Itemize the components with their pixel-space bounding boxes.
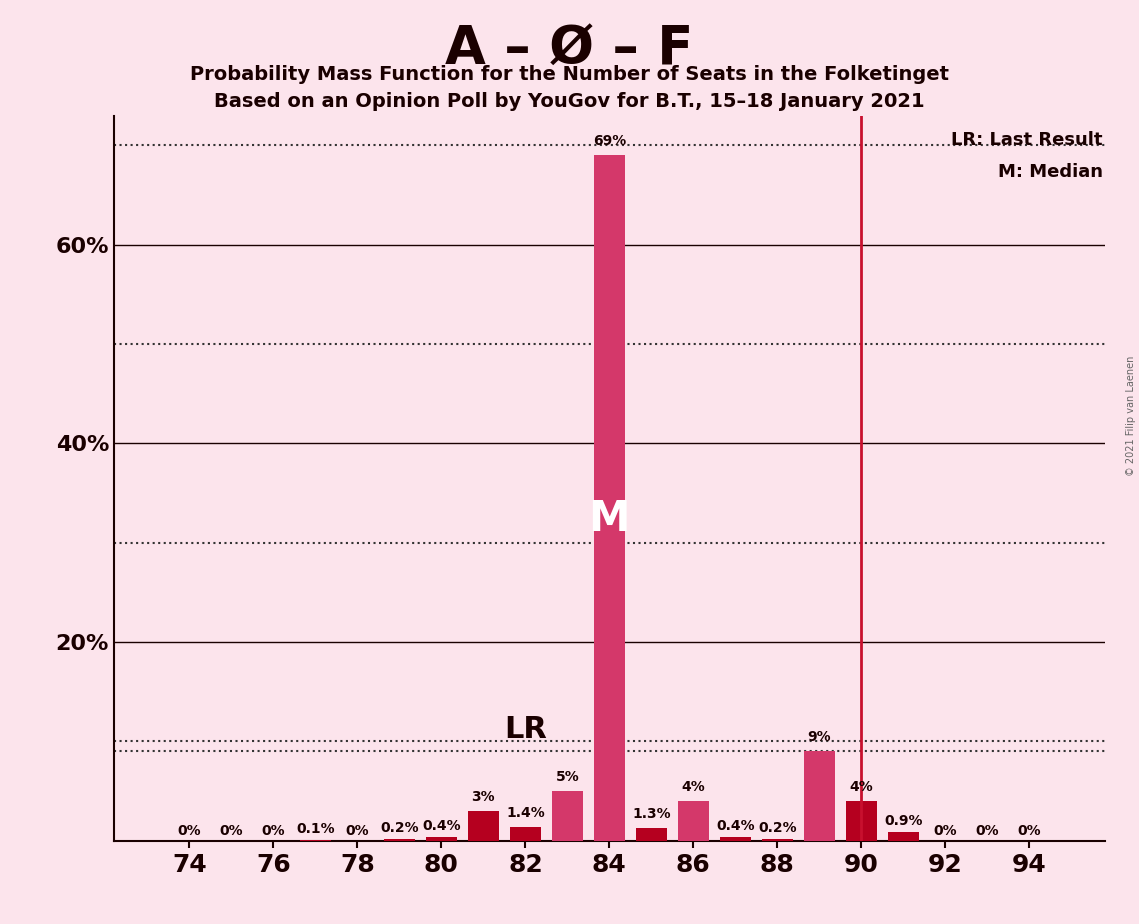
Text: 0%: 0% [262, 824, 285, 838]
Text: 0%: 0% [345, 824, 369, 838]
Text: 0%: 0% [178, 824, 202, 838]
Bar [509, 827, 541, 841]
Text: 4%: 4% [850, 780, 874, 794]
Bar [426, 837, 457, 841]
Text: 9%: 9% [808, 731, 831, 745]
Text: © 2021 Filip van Laenen: © 2021 Filip van Laenen [1126, 356, 1136, 476]
Bar [384, 839, 416, 841]
Text: M: Median: M: Median [998, 163, 1103, 181]
Text: 0.2%: 0.2% [759, 821, 796, 835]
Text: 0.4%: 0.4% [423, 819, 460, 833]
Bar [762, 839, 793, 841]
Text: 0%: 0% [220, 824, 244, 838]
Text: 69%: 69% [592, 134, 626, 148]
Text: 0%: 0% [975, 824, 999, 838]
Bar [636, 828, 667, 841]
Text: Based on an Opinion Poll by YouGov for B.T., 15–18 January 2021: Based on an Opinion Poll by YouGov for B… [214, 92, 925, 112]
Bar [720, 837, 751, 841]
Text: 0.4%: 0.4% [716, 819, 755, 833]
Bar [300, 840, 331, 841]
Bar [468, 811, 499, 841]
Text: 1.4%: 1.4% [506, 806, 544, 820]
Bar [803, 751, 835, 841]
Bar [551, 791, 583, 841]
Text: 1.3%: 1.3% [632, 807, 671, 821]
Text: A – Ø – F: A – Ø – F [445, 23, 694, 75]
Text: 0.2%: 0.2% [380, 821, 419, 835]
Text: 3%: 3% [472, 790, 495, 804]
Text: 0.9%: 0.9% [884, 814, 923, 828]
Bar [845, 801, 877, 841]
Text: 0%: 0% [934, 824, 957, 838]
Text: LR: Last Result: LR: Last Result [951, 131, 1103, 150]
Text: 0.1%: 0.1% [296, 821, 335, 836]
Bar [678, 801, 710, 841]
Text: Probability Mass Function for the Number of Seats in the Folketinget: Probability Mass Function for the Number… [190, 65, 949, 84]
Text: M: M [589, 498, 630, 540]
Text: 5%: 5% [556, 771, 580, 784]
Bar [593, 155, 625, 841]
Text: 0%: 0% [1017, 824, 1041, 838]
Text: 4%: 4% [681, 780, 705, 794]
Bar [887, 832, 919, 841]
Text: LR: LR [505, 715, 547, 744]
